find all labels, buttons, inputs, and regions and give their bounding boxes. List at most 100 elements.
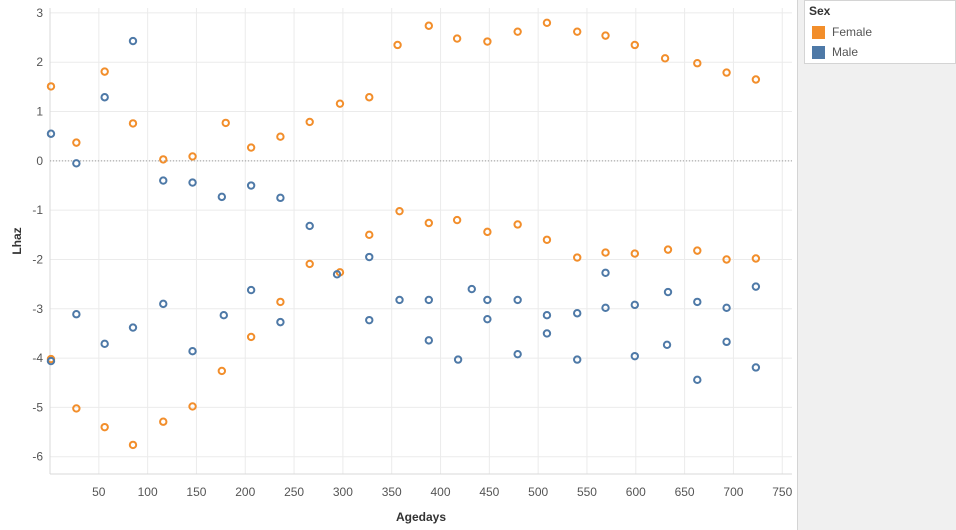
point-female[interactable]: [693, 59, 702, 68]
point-male[interactable]: [72, 310, 81, 319]
point-female[interactable]: [630, 40, 640, 50]
point-male[interactable]: [693, 297, 702, 307]
point-male[interactable]: [188, 178, 197, 187]
point-male[interactable]: [722, 303, 731, 313]
point-female[interactable]: [751, 75, 761, 84]
point-female[interactable]: [72, 404, 81, 413]
point-male[interactable]: [542, 311, 552, 320]
point-male[interactable]: [46, 356, 56, 366]
point-male[interactable]: [662, 340, 672, 350]
point-male[interactable]: [573, 355, 582, 364]
point-female[interactable]: [188, 402, 197, 411]
point-female[interactable]: [630, 249, 640, 258]
point-male[interactable]: [305, 221, 314, 231]
point-male[interactable]: [188, 347, 197, 356]
point-male[interactable]: [246, 181, 256, 190]
point-male[interactable]: [276, 317, 285, 327]
point-female[interactable]: [335, 99, 345, 108]
point-male[interactable]: [453, 355, 463, 364]
point-male[interactable]: [513, 349, 522, 359]
point-male[interactable]: [467, 284, 476, 294]
point-female[interactable]: [159, 417, 168, 426]
point-male[interactable]: [217, 192, 227, 202]
point-female[interactable]: [424, 218, 434, 228]
point-female[interactable]: [100, 422, 109, 432]
point-female[interactable]: [542, 235, 552, 244]
point-male[interactable]: [630, 300, 640, 310]
point-female[interactable]: [483, 227, 492, 237]
point-female[interactable]: [660, 54, 670, 63]
point-female[interactable]: [452, 34, 462, 43]
point-male[interactable]: [751, 363, 761, 372]
point-female[interactable]: [722, 255, 731, 264]
point-male[interactable]: [663, 287, 673, 297]
point-male[interactable]: [693, 375, 702, 385]
point-male[interactable]: [159, 299, 168, 309]
point-male[interactable]: [751, 282, 761, 291]
point-female[interactable]: [159, 155, 168, 164]
point-male[interactable]: [573, 309, 582, 318]
point-male[interactable]: [513, 295, 522, 305]
point-female[interactable]: [365, 93, 374, 102]
legend-swatch-male: [812, 45, 825, 59]
point-male[interactable]: [72, 159, 81, 168]
point-female[interactable]: [276, 297, 285, 307]
point-female[interactable]: [424, 21, 434, 30]
point-male[interactable]: [722, 337, 731, 347]
point-male[interactable]: [601, 303, 610, 313]
point-female[interactable]: [693, 246, 702, 255]
point-female[interactable]: [751, 254, 761, 263]
point-male[interactable]: [601, 268, 610, 278]
point-female[interactable]: [663, 245, 673, 254]
point-male[interactable]: [276, 193, 285, 203]
point-male[interactable]: [483, 314, 492, 324]
point-female[interactable]: [452, 215, 462, 225]
point-female[interactable]: [365, 230, 374, 240]
point-male[interactable]: [246, 285, 256, 295]
point-female[interactable]: [246, 143, 256, 152]
point-male[interactable]: [100, 339, 109, 349]
point-male[interactable]: [483, 295, 492, 305]
legend-item-female[interactable]: Female: [809, 22, 955, 42]
point-male[interactable]: [424, 295, 434, 305]
point-female[interactable]: [513, 27, 522, 36]
point-female[interactable]: [246, 332, 256, 342]
point-male[interactable]: [630, 351, 640, 361]
point-female[interactable]: [221, 118, 230, 128]
point-male[interactable]: [159, 176, 168, 185]
point-female[interactable]: [46, 82, 56, 91]
point-female[interactable]: [573, 253, 582, 262]
legend-label-male: Male: [832, 45, 859, 59]
point-female[interactable]: [305, 117, 314, 127]
point-female[interactable]: [601, 248, 610, 257]
point-female[interactable]: [217, 366, 227, 376]
point-male[interactable]: [128, 323, 138, 332]
point-male[interactable]: [365, 315, 374, 325]
point-female[interactable]: [601, 31, 610, 40]
point-female[interactable]: [513, 220, 522, 229]
point-female[interactable]: [393, 40, 402, 50]
point-male[interactable]: [424, 336, 434, 345]
point-female[interactable]: [128, 440, 138, 450]
point-male[interactable]: [365, 252, 374, 262]
point-male[interactable]: [219, 311, 228, 320]
point-female[interactable]: [722, 68, 731, 77]
point-male[interactable]: [542, 329, 552, 338]
point-male[interactable]: [395, 295, 404, 305]
point-female[interactable]: [276, 132, 285, 141]
legend-item-male[interactable]: Male: [809, 42, 955, 62]
point-female[interactable]: [395, 206, 404, 216]
point-female[interactable]: [542, 18, 552, 27]
point-female[interactable]: [305, 259, 314, 269]
x-tick-label: 400: [431, 485, 451, 499]
point-female[interactable]: [72, 138, 81, 147]
point-female[interactable]: [483, 37, 492, 46]
point-female[interactable]: [128, 119, 138, 128]
point-male[interactable]: [46, 129, 56, 138]
point-female[interactable]: [188, 152, 197, 161]
point-male[interactable]: [128, 36, 138, 46]
point-male[interactable]: [332, 270, 342, 279]
point-male[interactable]: [100, 93, 109, 102]
point-female[interactable]: [573, 27, 582, 36]
point-female[interactable]: [100, 67, 109, 76]
